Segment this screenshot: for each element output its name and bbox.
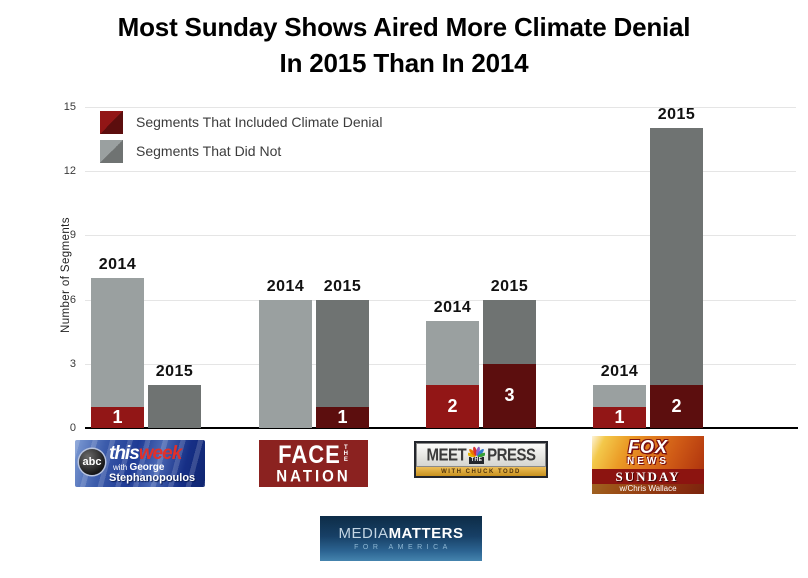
nbc-peacock-icon	[468, 446, 486, 458]
bar-group-2-2015-year-label: 2015	[323, 277, 362, 295]
bar-group-4-2014-year-label: 2014	[600, 363, 639, 381]
fox-chris-wallace: w/Chris Wallace	[592, 484, 704, 494]
mtp-with-chuck-todd: WITH CHUCK TODD	[416, 467, 546, 476]
fox-word-fox: FOX	[627, 437, 668, 457]
bar-group-1-2014-denial-segment: 1	[91, 406, 144, 428]
bar-group-2-2015-denial-segment: 1	[316, 406, 369, 428]
fn-word-the: THE	[342, 444, 349, 463]
mtp-word-the: THE	[468, 457, 485, 464]
legend-label-denial: Segments That Included Climate Denial	[136, 114, 383, 130]
chart-title-line-1: Most Sunday Shows Aired More Climate Den…	[117, 12, 691, 42]
bar-group-4-2015-year-label: 2015	[657, 106, 696, 124]
abc-network-icon: abc	[79, 449, 105, 475]
abc-word-week: week	[138, 443, 182, 464]
mmfa-word-media: MEDIA	[338, 525, 389, 542]
bar-group-1-2015	[148, 385, 201, 428]
legend: Segments That Included Climate Denial Se…	[100, 110, 382, 168]
bar-group-2-2015: 1	[316, 299, 369, 428]
abc-word-stephanopoulos: Stephanopoulos	[109, 472, 196, 484]
abc-word-with: with	[113, 463, 128, 472]
bar-group-3-2015: 3	[483, 299, 536, 428]
abc-network-text: abc	[82, 456, 102, 468]
chart-title: Most Sunday Shows Aired More Climate Den…	[0, 9, 808, 81]
fox-word-sunday: SUNDAY	[592, 469, 704, 484]
bar-group-1-2014-year-label: 2014	[98, 256, 137, 274]
y-tick-3: 3	[69, 357, 76, 370]
logo-abc-this-week: abc thisweek with George Stephanopoulos	[75, 440, 205, 487]
logo-media-matters: MEDIAMATTERS FOR AMERICA	[320, 516, 482, 561]
gridline-15	[85, 107, 796, 108]
bar-group-4-2014-denial-segment: 1	[593, 406, 646, 428]
gridline-9	[85, 235, 796, 237]
legend-label-no-denial: Segments That Did Not	[136, 143, 282, 159]
bar-group-2-2014	[259, 299, 312, 428]
bar-group-1-2015-year-label: 2015	[155, 363, 194, 381]
bar-group-4-2015-denial-segment: 2	[650, 385, 703, 428]
bar-group-2-2014-year-label: 2014	[266, 277, 305, 295]
bar-group-4-2015: 2	[650, 128, 703, 428]
y-tick-0: 0	[69, 422, 76, 434]
gridline-12	[85, 171, 796, 173]
bar-group-3-2014-year-label: 2014	[433, 299, 472, 316]
mtp-word-press: PRESS	[487, 445, 536, 465]
fn-word-face: FACE	[278, 440, 341, 468]
bar-group-3-2014-denial-segment: 2	[426, 385, 479, 428]
chart-title-line-2: In 2015 Than In 2014	[279, 48, 529, 78]
legend-item-denial: Segments That Included Climate Denial	[100, 110, 382, 134]
bar-group-3-2015-year-label: 2015	[490, 277, 529, 295]
y-tick-15: 15	[63, 101, 76, 113]
bar-group-3-2015-denial-segment: 3	[483, 363, 536, 428]
logo-meet-the-press: MEET THE PRESS WITH CHUCK TODD	[414, 441, 548, 478]
bar-group-4-2014: 1	[593, 385, 646, 428]
legend-swatch-denial	[100, 110, 123, 134]
fox-word-news: NEWS	[627, 456, 669, 467]
bar-group-1-2014: 1	[91, 278, 144, 428]
legend-swatch-no-denial	[100, 139, 123, 163]
logo-fox-news-sunday: FOX NEWS SUNDAY w/Chris Wallace	[592, 436, 704, 494]
fn-word-nation: NATION	[276, 466, 351, 486]
y-tick-6: 6	[69, 293, 76, 306]
legend-item-no-denial: Segments That Did Not	[100, 139, 382, 163]
logo-face-the-nation: FACE THE NATION	[259, 440, 368, 487]
gridline-6	[85, 299, 796, 301]
mmfa-word-matters: MATTERS	[388, 525, 464, 542]
y-tick-12: 12	[63, 165, 76, 178]
mmfa-for-america: FOR AMERICA	[354, 544, 452, 551]
abc-word-this: this	[109, 443, 140, 464]
abc-word-george: George	[129, 462, 165, 473]
mtp-word-meet: MEET	[426, 445, 467, 465]
y-tick-9: 9	[69, 229, 76, 242]
x-axis-line	[85, 427, 798, 429]
abc-wordmark: thisweek with George Stephanopoulos	[109, 443, 203, 484]
bar-group-3-2014: 2	[426, 321, 479, 428]
